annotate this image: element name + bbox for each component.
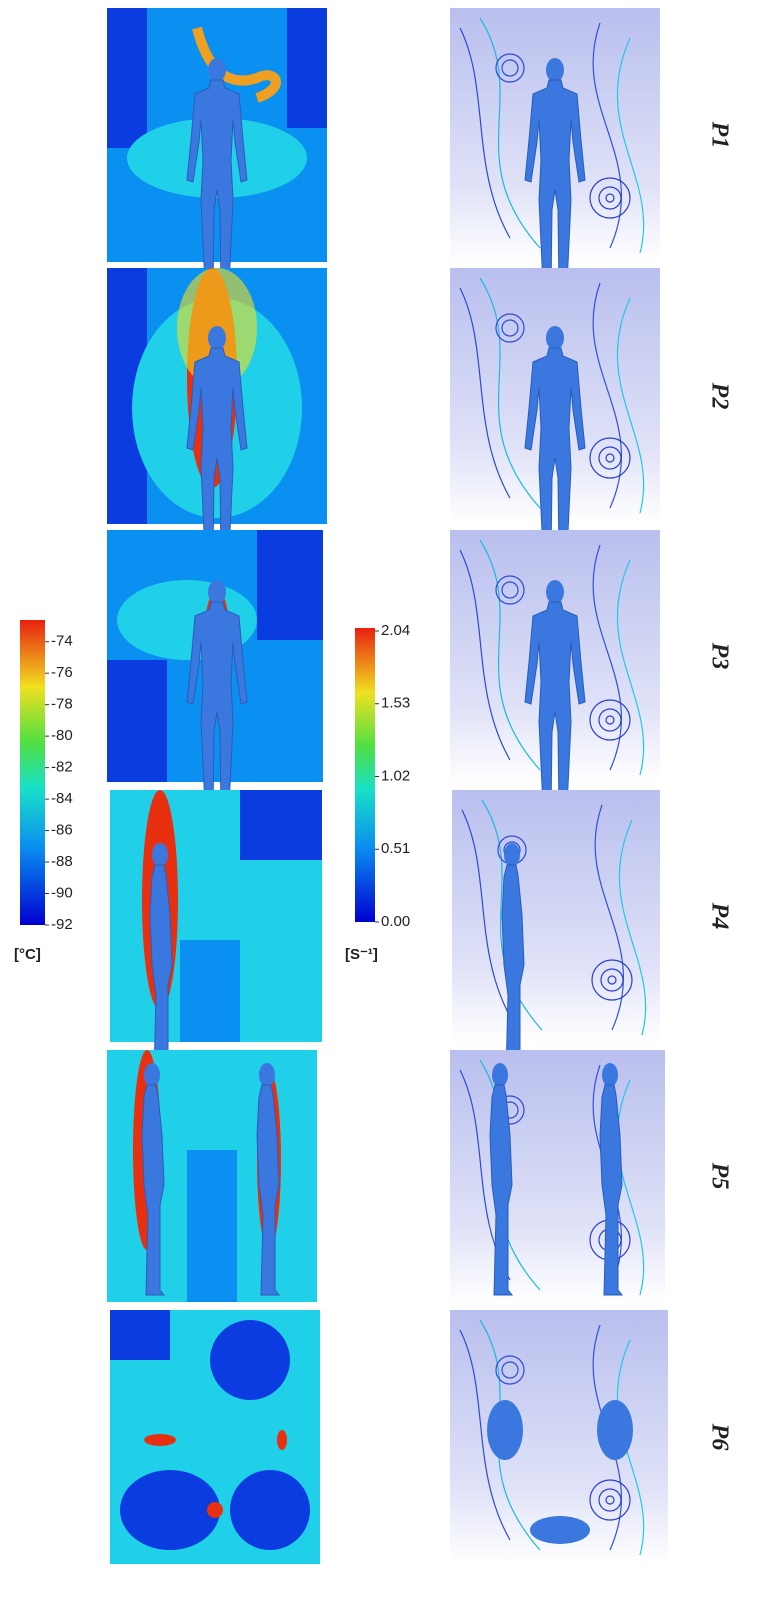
- panel-label: P3: [706, 642, 732, 670]
- panel-label: P2: [706, 382, 732, 410]
- tick-label: 1.02: [381, 767, 410, 784]
- tick-label: -92: [51, 916, 73, 933]
- temperature-panels: [107, 8, 327, 1564]
- panel-label: P4: [706, 902, 732, 930]
- tick-label: -80: [51, 727, 73, 744]
- tick-label: -78: [51, 696, 73, 713]
- tick-label: -76: [51, 664, 73, 681]
- temperature-colorbar: [20, 620, 45, 925]
- tick-label: 2.04: [381, 622, 410, 639]
- velocity-colorbar: [355, 628, 375, 922]
- tick-label: 0.00: [381, 913, 410, 930]
- velocity-unit: [S⁻¹]: [345, 946, 378, 963]
- tick-label: -88: [51, 853, 73, 870]
- tick-label: -90: [51, 884, 73, 901]
- tick-label: -84: [51, 790, 73, 807]
- panel-label: P1: [706, 121, 732, 149]
- tick-label: -74: [51, 633, 73, 650]
- tick-label: -82: [51, 759, 73, 776]
- panel-label: P5: [706, 1162, 732, 1190]
- panel-label: P6: [706, 1423, 732, 1451]
- streamline-panels: [450, 8, 668, 1564]
- tick-label: 0.51: [381, 840, 410, 857]
- tick-label: -86: [51, 822, 73, 839]
- tick-label: 1.53: [381, 695, 410, 712]
- temperature-unit: [°C]: [14, 946, 41, 963]
